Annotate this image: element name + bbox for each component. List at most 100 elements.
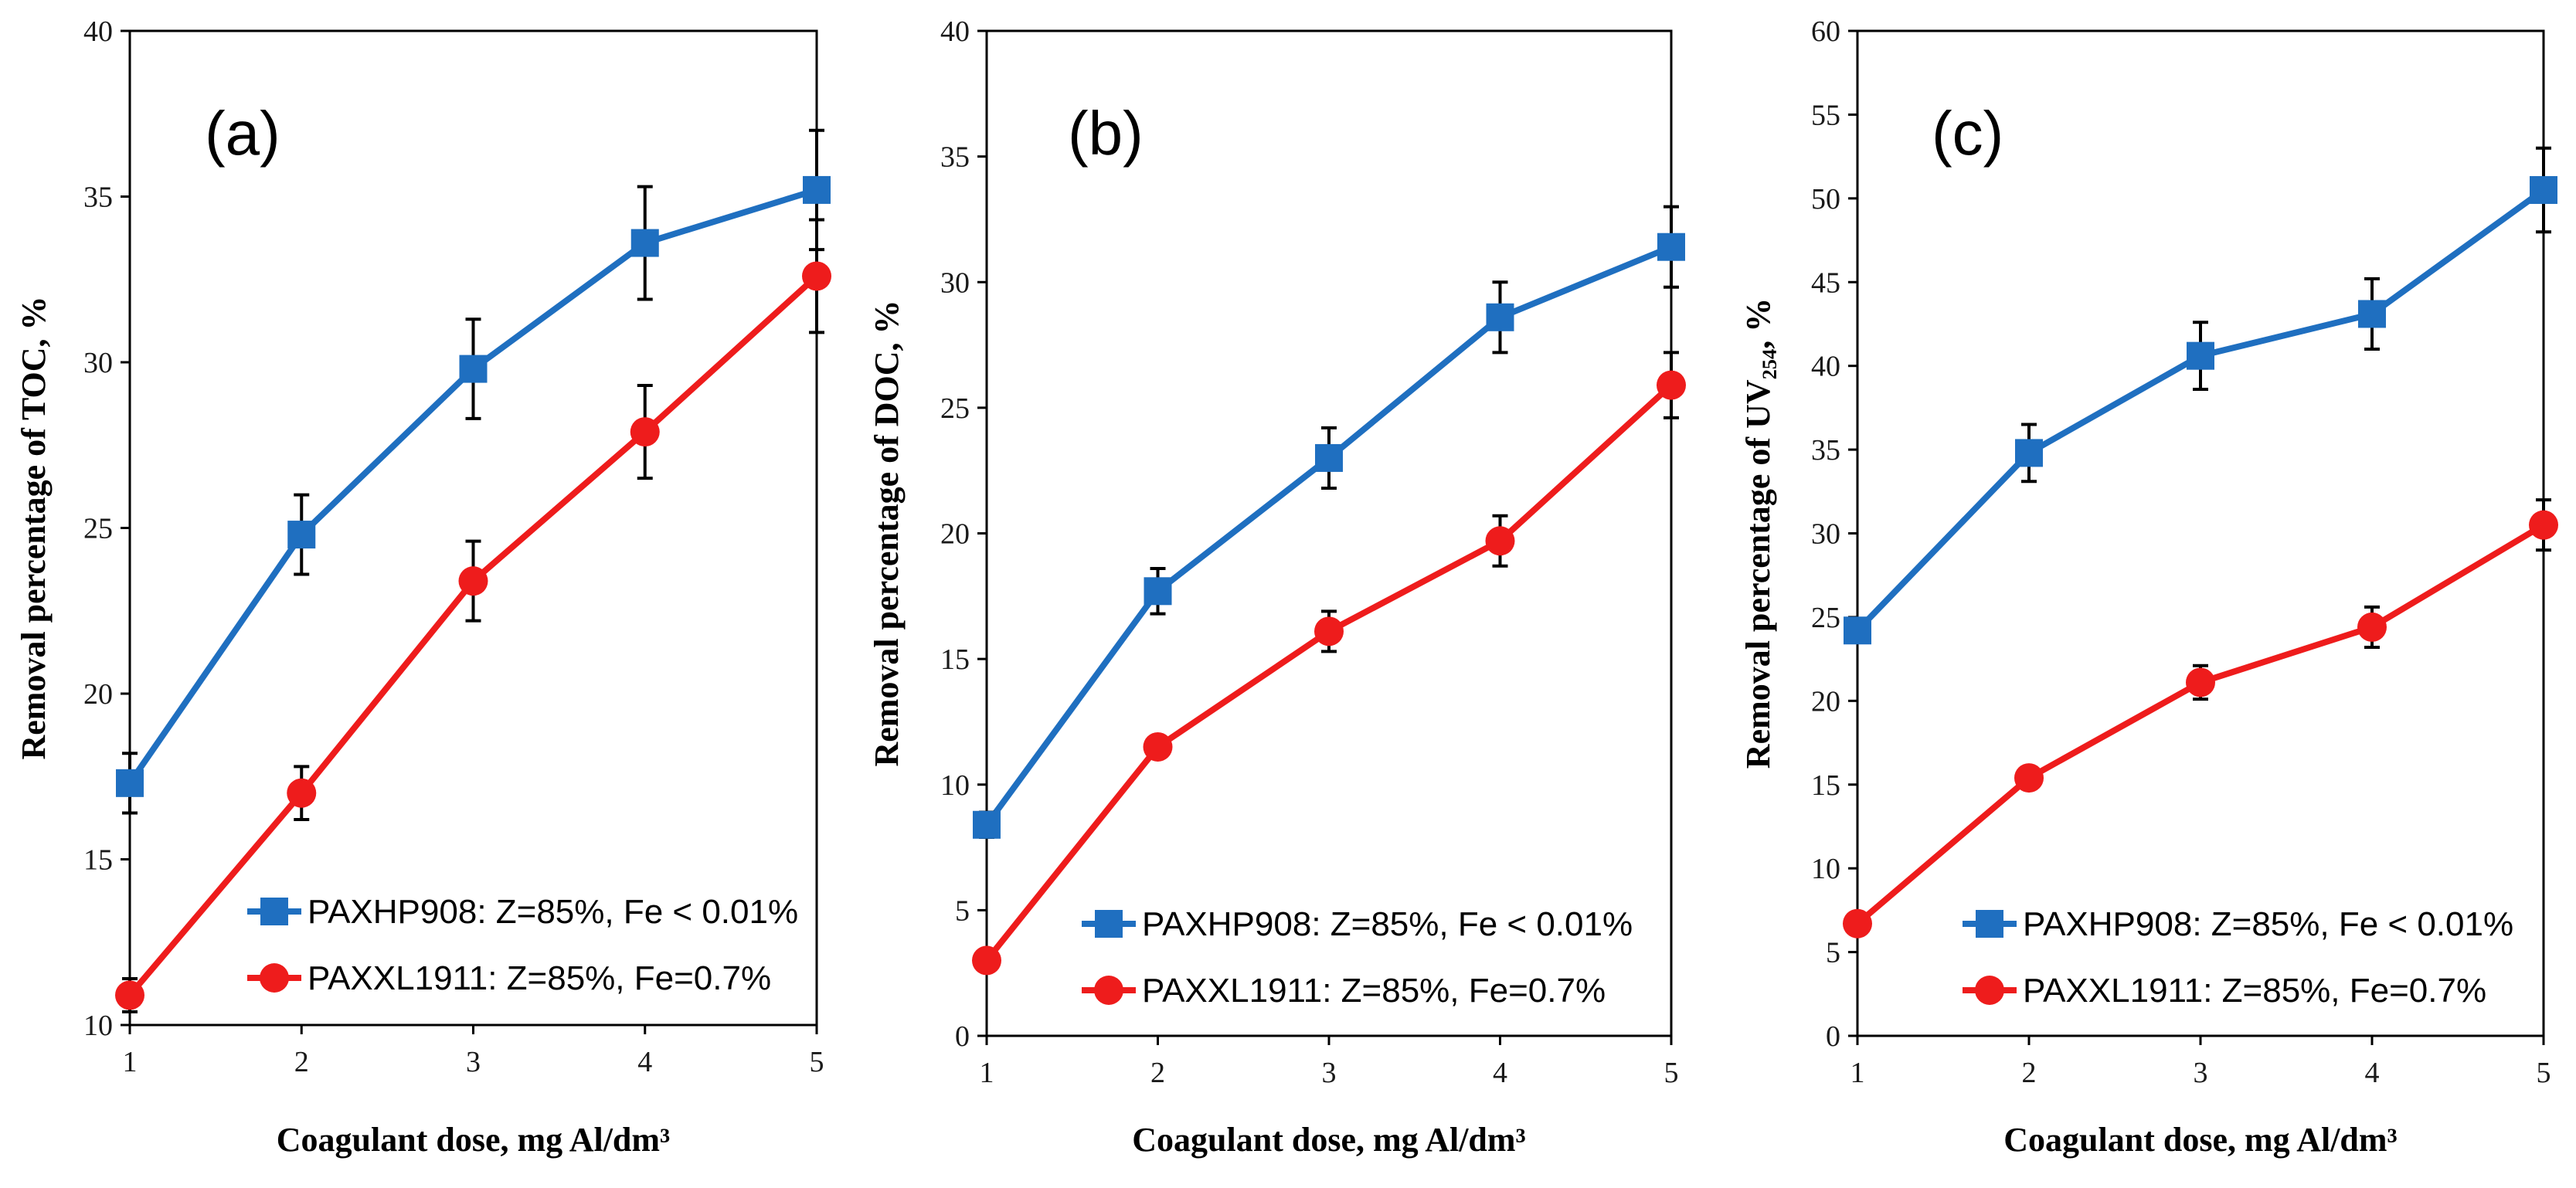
y-axis-title: Removal percentage of DOC, %: [868, 300, 906, 766]
y-tick-label: 30: [940, 266, 970, 299]
legend-entry: PAXHP908: Z=85%, Fe < 0.01%: [1082, 905, 1633, 943]
y-tick-label: 0: [1826, 1020, 1840, 1053]
y-tick-label: 30: [83, 347, 113, 379]
data-point-circle: [115, 980, 144, 1010]
x-tick-label: 3: [466, 1046, 481, 1078]
legend-entry: PAXHP908: Z=85%, Fe < 0.01%: [247, 893, 798, 931]
data-point-circle: [2357, 612, 2387, 642]
y-axis-title: Removal percentage of TOC, %: [15, 296, 53, 759]
data-point-square: [1144, 577, 1172, 606]
data-point-circle: [458, 566, 488, 596]
legend-marker-square: [1095, 910, 1123, 938]
data-point-circle: [1485, 526, 1515, 556]
data-point-circle: [2529, 510, 2558, 540]
y-tick-label: 45: [1811, 266, 1840, 299]
y-tick-label: 20: [940, 518, 970, 551]
series-line: [127, 187, 818, 786]
data-point-square: [2530, 175, 2557, 204]
x-tick-label: 4: [2365, 1057, 2380, 1089]
legend-label: PAXXL1911: Z=85%, Fe=0.7%: [308, 959, 771, 997]
x-axis-title: Coagulant dose, mg Al/dm³: [2003, 1121, 2397, 1159]
data-point-square: [973, 810, 1001, 839]
data-point-circle: [972, 945, 1001, 976]
data-point-square: [116, 769, 144, 797]
y-tick-label: 15: [940, 643, 970, 676]
data-point-square: [2015, 439, 2043, 467]
panel-label: (b): [1068, 99, 1144, 168]
y-tick-label: 10: [940, 769, 970, 802]
y-tick-label: 35: [83, 182, 113, 214]
legend-entry: PAXXL1911: Z=85%, Fe=0.7%: [1963, 972, 2486, 1010]
y-tick-label: 25: [940, 392, 970, 425]
series-paxhp908: [973, 205, 1685, 840]
legend-label: PAXXL1911: Z=85%, Fe=0.7%: [1142, 972, 1606, 1010]
data-point-square: [1844, 616, 1871, 645]
legend-marker-circle: [1094, 976, 1123, 1005]
data-point-circle: [1843, 908, 1872, 939]
series-paxxl1911: [972, 351, 1686, 976]
plot-frame: [985, 29, 1673, 1037]
legend-label: PAXHP908: Z=85%, Fe < 0.01%: [2023, 905, 2513, 943]
data-point-circle: [1314, 616, 1344, 647]
plot-frame: [1856, 29, 2545, 1037]
x-tick-label: 2: [294, 1046, 309, 1078]
y-tick-label: 35: [1811, 434, 1840, 467]
data-point-circle: [2014, 763, 2044, 793]
data-point-circle: [802, 261, 831, 291]
chart-panel-b: 0 5 10 15 20 25 30 35 40 1 2 3 4 5 Coagulant dose, mg …: [868, 15, 1686, 1159]
legend-label: PAXXL1911: Z=85%, Fe=0.7%: [2023, 972, 2486, 1010]
series-paxxl1911: [1843, 498, 2558, 939]
x-tick-label: 3: [1322, 1057, 1337, 1089]
data-point-square: [1657, 233, 1685, 261]
legend-entry: PAXXL1911: Z=85%, Fe=0.7%: [1082, 972, 1606, 1010]
x-tick-label: 5: [810, 1046, 824, 1078]
x-tick-label: 4: [637, 1046, 652, 1078]
x-tick-label: 2: [1150, 1057, 1165, 1089]
legend-marker-square: [1976, 910, 2003, 938]
legend-marker-square: [260, 898, 288, 925]
legend-marker-circle: [260, 963, 289, 993]
data-point-square: [1315, 443, 1343, 472]
y-tick-label: 20: [83, 678, 113, 711]
data-point-square: [803, 175, 831, 204]
data-point-square: [1486, 303, 1514, 331]
legend-entry: PAXHP908: Z=85%, Fe < 0.01%: [1963, 905, 2513, 943]
x-tick-label: 4: [1493, 1057, 1507, 1089]
data-point-square: [459, 355, 488, 383]
data-point-circle: [630, 417, 660, 447]
series-line: [984, 244, 1673, 827]
series-paxhp908: [116, 128, 831, 815]
legend-marker-circle: [1975, 976, 2004, 1005]
legend-entry: PAXXL1911: Z=85%, Fe=0.7%: [247, 959, 771, 997]
x-tick-label: 5: [1664, 1057, 1679, 1089]
x-tick-label: 5: [2537, 1057, 2551, 1089]
series-paxxl1911: [115, 218, 831, 1013]
y-tick-label: 10: [1811, 853, 1840, 885]
chart-panel-a: 10 15 20 25 30 35 40 1 2 3 4 5 Coagulant dose, mg Al…: [15, 15, 831, 1159]
series-line: [1855, 187, 2546, 633]
x-tick-label: 1: [1850, 1057, 1865, 1089]
data-point-square: [2187, 341, 2214, 370]
y-tick-label: 60: [1811, 15, 1840, 48]
y-tick-label: 25: [1811, 602, 1840, 634]
y-tick-label: 40: [1811, 351, 1840, 383]
x-tick-label: 1: [123, 1046, 138, 1078]
y-tick-label: 50: [1811, 183, 1840, 216]
y-axis-title: Removal percentage of UV₂₅₄, %: [1739, 298, 1777, 769]
data-point-circle: [2186, 667, 2215, 698]
data-point-square: [2358, 300, 2386, 328]
y-tick-label: 55: [1811, 99, 1840, 131]
x-tick-label: 1: [980, 1057, 994, 1089]
y-tick-label: 15: [83, 844, 113, 877]
y-tick-label: 10: [83, 1010, 113, 1042]
series-line: [1855, 522, 2546, 926]
y-tick-label: 35: [940, 141, 970, 174]
x-axis-title: Coagulant dose, mg Al/dm³: [277, 1121, 670, 1159]
data-point-square: [287, 521, 316, 549]
data-point-circle: [1143, 731, 1173, 762]
y-tick-label: 5: [1826, 937, 1840, 969]
data-point-square: [630, 229, 659, 257]
x-tick-label: 2: [2022, 1057, 2037, 1089]
x-tick-label: 3: [2194, 1057, 2208, 1089]
